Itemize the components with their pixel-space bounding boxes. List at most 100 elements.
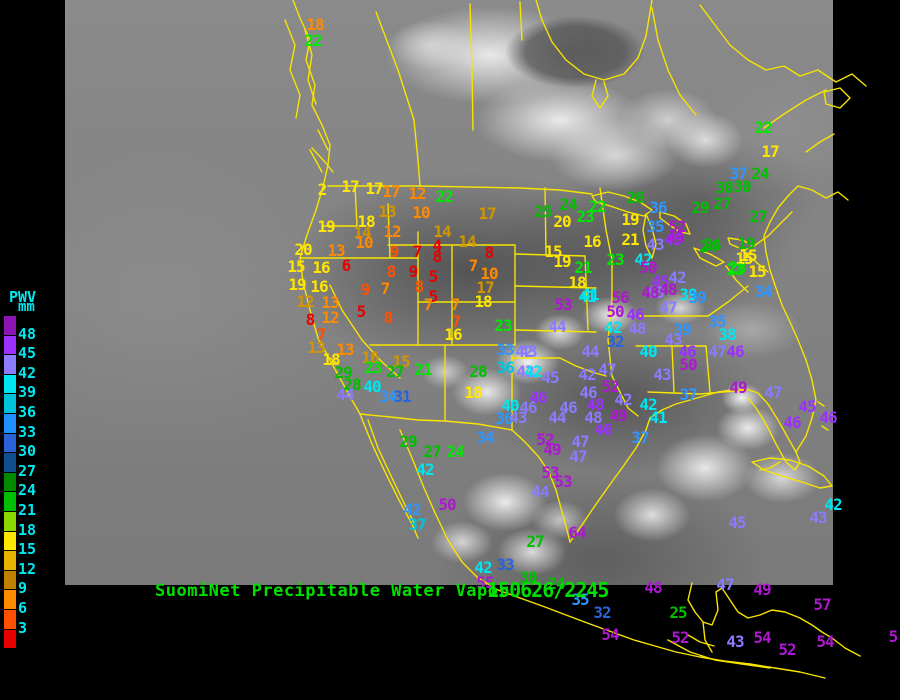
- station-value: 17: [382, 182, 400, 202]
- station-value: 40: [639, 342, 657, 362]
- station-value: 16: [310, 277, 328, 297]
- legend-label: 18: [18, 520, 37, 539]
- station-value: 52: [601, 377, 619, 397]
- station-value: 24: [703, 235, 721, 255]
- station-value: 27: [386, 362, 404, 382]
- station-value: 32: [593, 603, 611, 623]
- station-value: 5: [428, 287, 439, 307]
- station-value: 42: [824, 495, 842, 515]
- station-value: 23: [576, 207, 594, 227]
- station-value: 16: [444, 325, 462, 345]
- station-value: 13: [307, 338, 325, 358]
- station-value: 10: [480, 264, 498, 284]
- station-value: 49: [729, 378, 747, 398]
- legend-swatch: [4, 550, 16, 570]
- station-value: 34: [379, 387, 397, 407]
- station-value: 36: [495, 409, 513, 429]
- station-value: 34: [476, 428, 494, 448]
- station-value: 5: [356, 302, 367, 322]
- station-value: 17: [476, 278, 494, 298]
- station-value: 15: [748, 262, 766, 282]
- station-value: 41: [649, 408, 667, 428]
- legend-unit: mm: [18, 299, 35, 315]
- station-value: 27: [713, 194, 731, 214]
- station-value: 15: [544, 242, 562, 262]
- legend-swatch: [4, 569, 16, 590]
- station-value: 8: [386, 262, 397, 282]
- station-value: 21: [414, 360, 432, 380]
- station-value: 46: [579, 383, 597, 403]
- station-value: 21: [621, 230, 639, 250]
- station-value: 16: [361, 348, 379, 368]
- legend-swatch: [4, 412, 16, 433]
- legend-swatch: [4, 608, 16, 629]
- station-value: 30: [519, 568, 537, 588]
- legend-swatch: [4, 334, 16, 355]
- legend-swatch: [4, 354, 16, 374]
- station-value: 52: [778, 640, 796, 660]
- station-value: 17: [365, 179, 383, 199]
- station-value: 9: [408, 262, 419, 282]
- station-value: 42: [604, 318, 622, 338]
- station-value: 46: [678, 342, 696, 362]
- station-value: 53: [554, 295, 572, 315]
- station-value: 15: [735, 249, 753, 269]
- station-value: 57: [813, 595, 831, 615]
- station-value: 7: [412, 242, 423, 262]
- station-value: 22: [435, 187, 453, 207]
- station-value: 54: [601, 625, 619, 645]
- station-value: 50: [639, 258, 657, 278]
- station-value: 26: [626, 188, 644, 208]
- station-value: 42: [524, 362, 542, 382]
- station-value: 30: [733, 177, 751, 197]
- station-value: 48: [659, 280, 677, 300]
- station-value: 42: [668, 268, 686, 288]
- station-value: 37: [729, 164, 747, 184]
- station-value: 17: [761, 142, 779, 162]
- station-value: 24: [547, 574, 565, 594]
- station-value: 29: [334, 363, 352, 383]
- station-value: 37: [679, 385, 697, 405]
- station-value: 24: [446, 442, 464, 462]
- legend-swatch: [4, 432, 16, 453]
- station-value: 64: [568, 523, 586, 543]
- station-value: 43: [509, 408, 527, 428]
- station-value: 19: [288, 275, 306, 295]
- station-value: 29: [399, 432, 417, 452]
- legend-label: 3: [18, 618, 28, 637]
- station-value: 23: [606, 250, 624, 270]
- station-value: 19: [317, 217, 335, 237]
- station-value: 46: [594, 420, 612, 440]
- station-value: 38: [718, 325, 736, 345]
- station-value: 25: [534, 202, 552, 222]
- station-value: 13: [378, 202, 396, 222]
- station-value: 44: [581, 342, 599, 362]
- station-value: 21: [574, 258, 592, 278]
- station-value: 43: [653, 365, 671, 385]
- legend-label: 36: [18, 403, 37, 421]
- station-value: 42: [634, 250, 652, 270]
- station-value: 20: [294, 240, 312, 260]
- station-value: 43: [809, 508, 827, 528]
- station-value: 18: [474, 292, 492, 312]
- station-value: 45: [664, 230, 682, 250]
- station-value: 23: [494, 316, 512, 336]
- station-value: 12: [321, 308, 339, 328]
- station-value: 8: [414, 277, 425, 297]
- station-value: 23: [728, 258, 746, 278]
- station-value: 17: [341, 177, 359, 197]
- station-value: 42: [639, 395, 657, 415]
- station-value: 31: [393, 387, 411, 407]
- station-value: 33: [496, 340, 514, 360]
- station-value: 52: [536, 430, 554, 450]
- station-value: 7: [316, 325, 327, 345]
- station-value: 50: [438, 495, 456, 515]
- station-value: 37: [631, 428, 649, 448]
- station-value: 5: [888, 627, 899, 647]
- legend-swatch: [4, 393, 16, 413]
- station-value: 13: [336, 340, 354, 360]
- station-value: 42: [474, 558, 492, 578]
- station-value: 42: [516, 362, 534, 382]
- station-value: 46: [783, 413, 801, 433]
- station-value: 8: [383, 308, 394, 328]
